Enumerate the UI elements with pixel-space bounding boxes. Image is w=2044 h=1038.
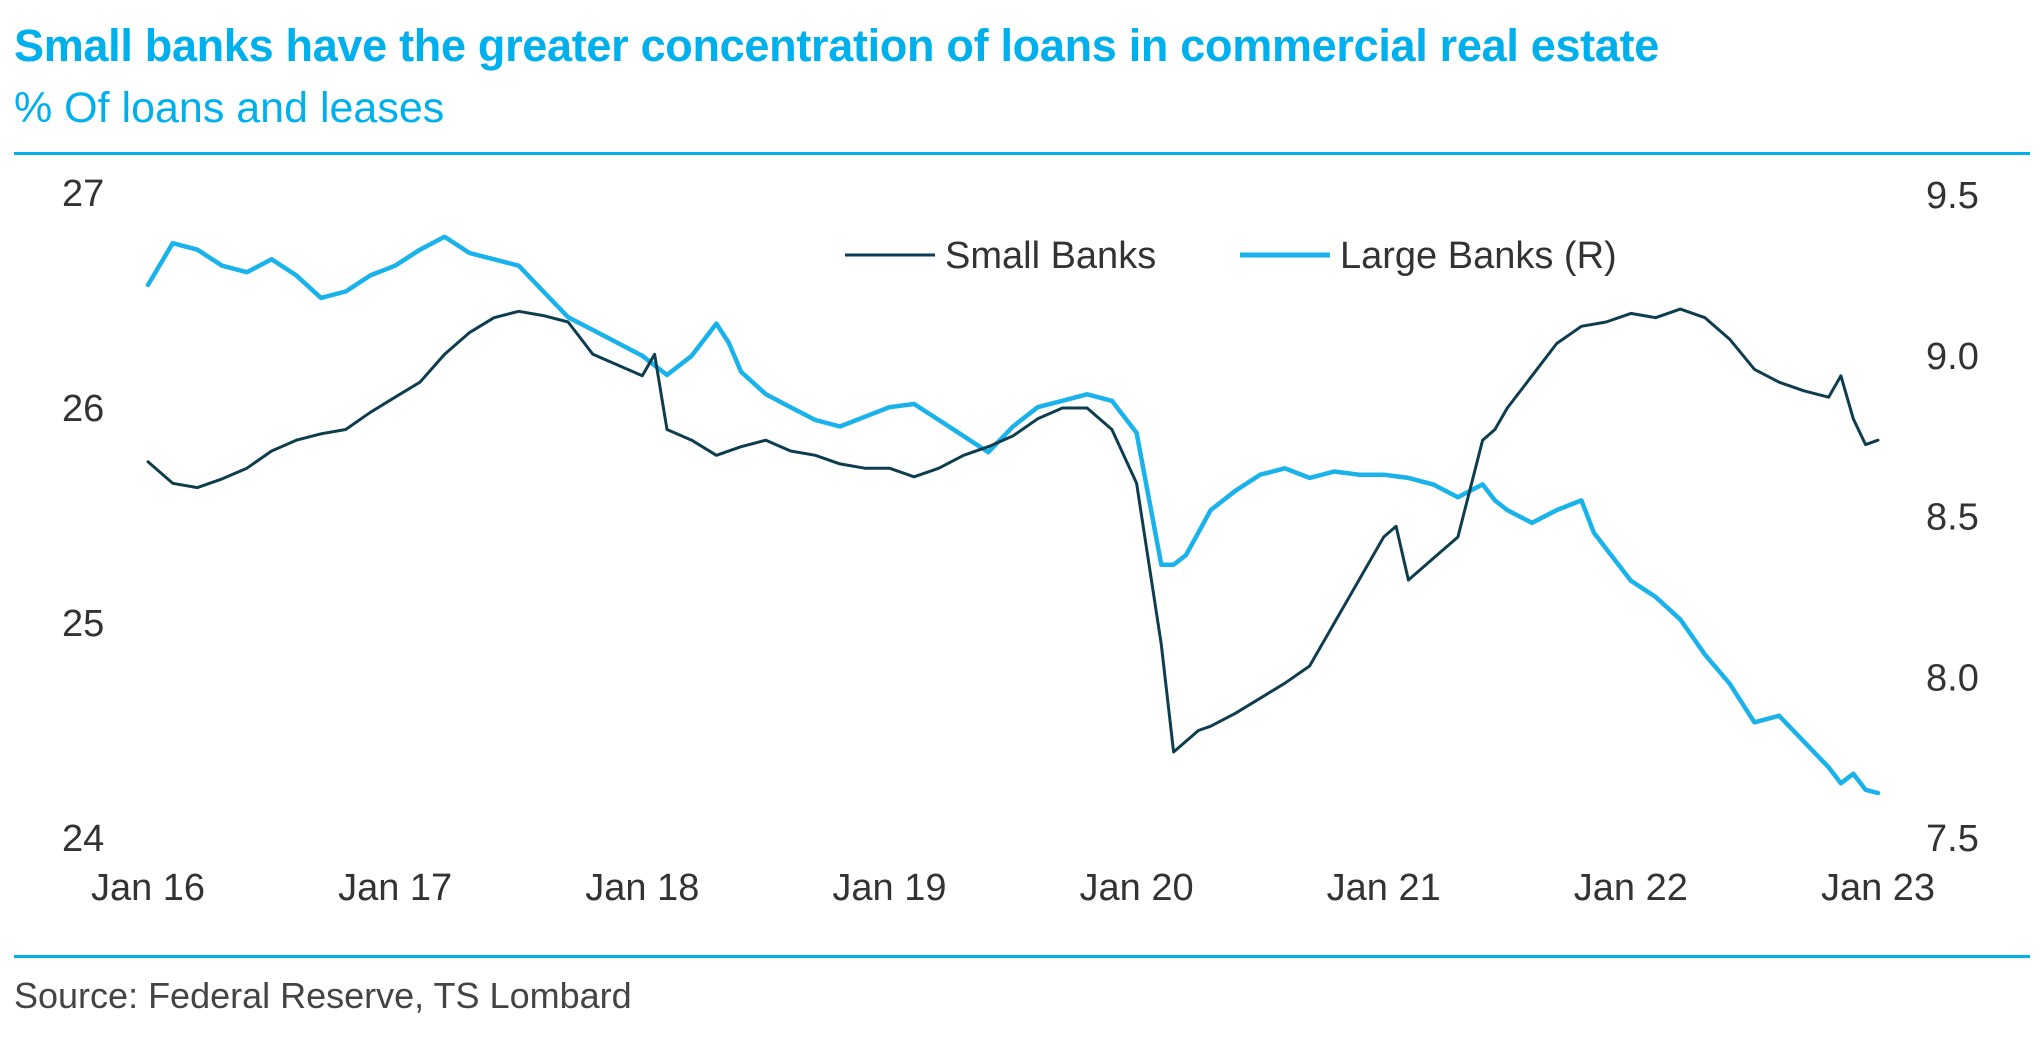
left-axis-ticks: 24 25 26 27 [62, 173, 104, 860]
right-axis-ticks: 7.5 8.0 8.5 9.0 9.5 [1926, 175, 1979, 860]
top-divider [14, 152, 2030, 155]
left-axis-tick-label: 24 [62, 818, 104, 860]
small-banks-line [146, 307, 1880, 754]
x-axis-tick-label: Jan 21 [1327, 867, 1441, 909]
x-axis-tick-label: Jan 22 [1574, 867, 1688, 909]
x-axis-tick-label: Jan 17 [338, 867, 452, 909]
left-axis-tick-label: 25 [62, 603, 104, 645]
x-axis-tick-label: Jan 19 [832, 867, 946, 909]
x-axis-tick-label: Jan 23 [1821, 867, 1935, 909]
x-axis-tick-label: Jan 18 [585, 867, 699, 909]
chart-title: Small banks have the greater concentrati… [14, 20, 1659, 71]
x-axis-ticks: Jan 16 Jan 17 Jan 18 Jan 19 Jan 20 Jan 21 Jan … [91, 867, 1935, 909]
right-axis-tick-label: 9.5 [1926, 175, 1979, 217]
left-axis-tick-label: 26 [62, 388, 104, 430]
source-note: Source: Federal Reserve, TS Lombard [14, 975, 632, 1016]
right-axis-tick-label: 8.0 [1926, 657, 1979, 699]
right-axis-tick-label: 8.5 [1926, 497, 1979, 539]
legend-large-banks-label: Large Banks (R) [1340, 235, 1617, 277]
chart-subtitle: % Of loans and leases [14, 84, 445, 132]
legend: Small Banks Large Banks (R) [845, 235, 1617, 277]
left-axis-tick-label: 27 [62, 173, 104, 215]
right-axis-tick-label: 9.0 [1926, 336, 1979, 378]
series-lines [145, 234, 1881, 796]
right-axis-tick-label: 7.5 [1926, 818, 1979, 860]
bottom-divider [14, 955, 2030, 958]
large-banks-line [145, 234, 1881, 796]
legend-small-banks-label: Small Banks [945, 235, 1156, 277]
x-axis-tick-label: Jan 16 [91, 867, 205, 909]
x-axis-tick-label: Jan 20 [1080, 867, 1194, 909]
